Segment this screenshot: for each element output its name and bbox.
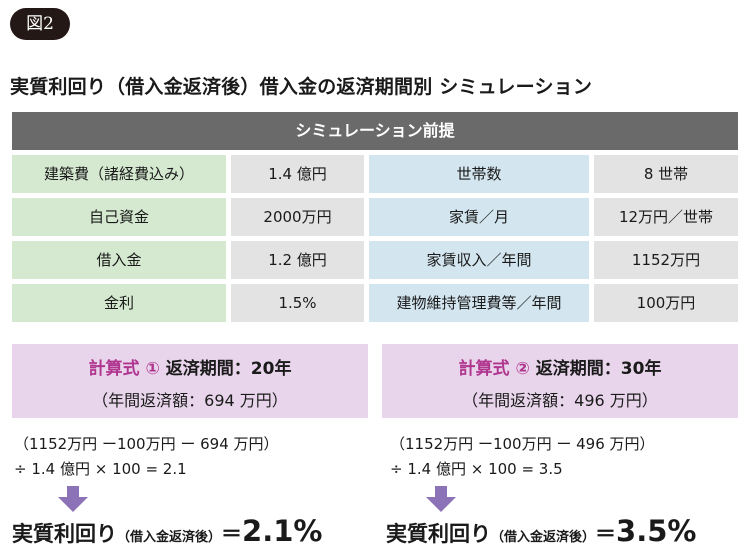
result-note-2: （借入金返済後）	[491, 530, 596, 545]
formula-box-2: 計算式 ② 返済期間：30年 （年間返済額：496 万円）	[382, 344, 738, 418]
condition-value-maintenance: 100万円	[594, 284, 738, 322]
condition-label-households: 世帯数	[369, 155, 589, 193]
formula-box-1: 計算式 ① 返済期間：20年 （年間返済額：694 万円）	[12, 344, 368, 418]
condition-label-own-funds: 自己資金	[12, 198, 226, 236]
condition-value-construction-cost: 1.4 億円	[231, 155, 364, 193]
condition-label-loan: 借入金	[12, 241, 226, 279]
condition-value-rent-monthly: 12万円／世帯	[594, 198, 738, 236]
condition-label-interest: 金利	[12, 284, 226, 322]
condition-value-own-funds: 2000万円	[231, 198, 364, 236]
result-label-1: 実質利回り	[12, 522, 117, 546]
annual-repayment-2: （年間返済額：496 万円）	[462, 391, 658, 410]
formula-label-2: 計算式 ②	[458, 359, 530, 379]
result-value-1: 2.1%	[242, 514, 323, 548]
repayment-period-2: 返済期間：30年	[535, 359, 662, 379]
formula-heading-2: 計算式 ② 返済期間：30年	[382, 354, 738, 379]
result-note-1: （借入金返済後）	[117, 530, 222, 545]
condition-label-rent-income: 家賃収入／年間	[369, 241, 589, 279]
condition-label-construction-cost: 建築費（諸経費込み）	[12, 155, 226, 193]
figure-badge: 図2	[10, 8, 70, 40]
result-1: 実質利回り（借入金返済後）＝2.1%	[12, 514, 322, 548]
calculation-2-line2: ÷ 1.4 億円 × 100 = 3.5	[390, 460, 563, 478]
calculation-2: （1152万円 ー100万円 ー 496 万円） ÷ 1.4 億円 × 100 …	[390, 432, 655, 482]
result-label-2: 実質利回り	[386, 522, 491, 546]
result-2: 実質利回り（借入金返済後）＝3.5%	[386, 514, 696, 548]
condition-value-households: 8 世帯	[594, 155, 738, 193]
page-title: 実質利回り（借入金返済後）借入金の返済期間別 シミュレーション	[10, 76, 593, 98]
repayment-period-1: 返済期間：20年	[165, 359, 292, 379]
calculation-2-line1: （1152万円 ー100万円 ー 496 万円）	[390, 435, 655, 453]
condition-value-loan: 1.2 億円	[231, 241, 364, 279]
result-eq-2: ＝	[595, 522, 617, 546]
calculation-1-line2: ÷ 1.4 億円 × 100 = 2.1	[14, 460, 187, 478]
formula-label-1: 計算式 ①	[88, 359, 160, 379]
result-value-2: 3.5%	[616, 514, 697, 548]
condition-value-rent-income: 1152万円	[594, 241, 738, 279]
down-arrow-icon	[58, 486, 88, 512]
result-eq-1: ＝	[221, 522, 243, 546]
annual-repayment-1: （年間返済額：694 万円）	[92, 391, 288, 410]
formula-heading-1: 計算式 ① 返済期間：20年	[12, 354, 368, 379]
calculation-1: （1152万円 ー100万円 ー 694 万円） ÷ 1.4 億円 × 100 …	[14, 432, 279, 482]
conditions-header: シミュレーション前提	[12, 112, 738, 150]
calculation-1-line1: （1152万円 ー100万円 ー 694 万円）	[14, 435, 279, 453]
down-arrow-icon	[426, 486, 456, 512]
condition-value-interest: 1.5%	[231, 284, 364, 322]
condition-label-maintenance: 建物維持管理費等／年間	[369, 284, 589, 322]
condition-label-rent-monthly: 家賃／月	[369, 198, 589, 236]
